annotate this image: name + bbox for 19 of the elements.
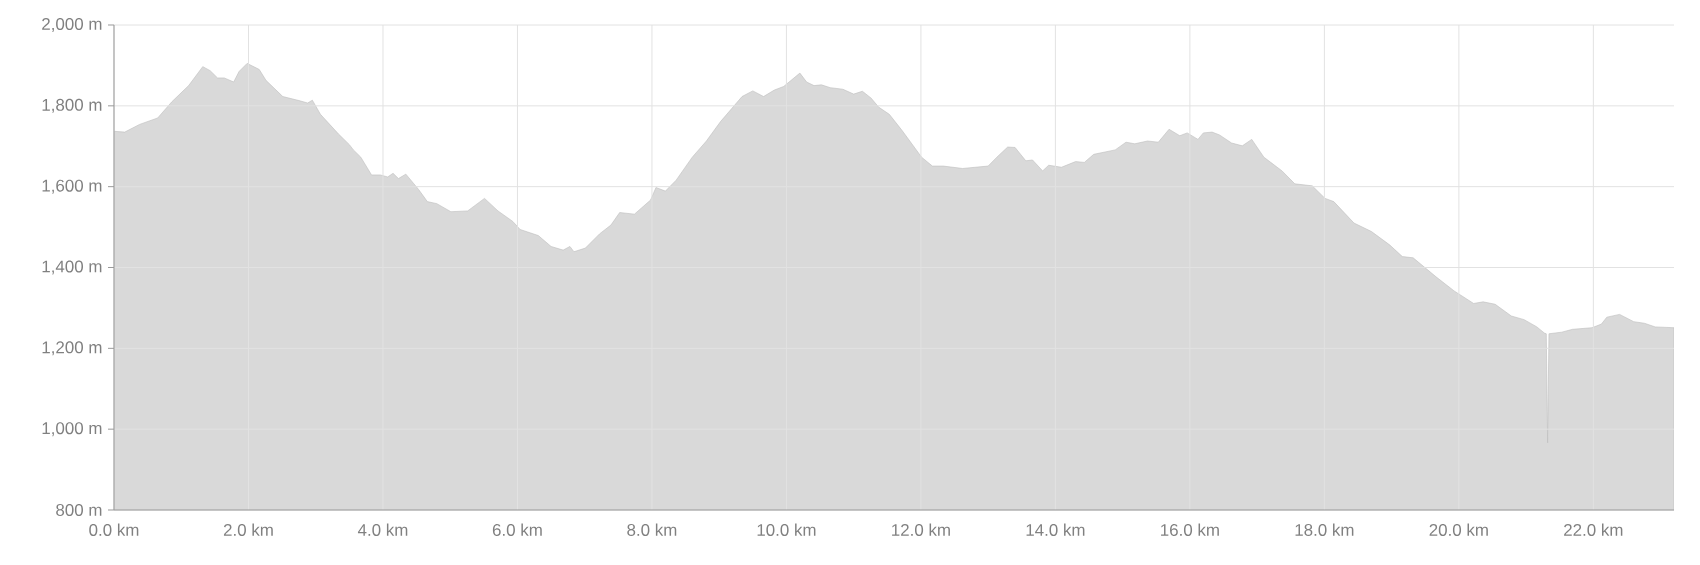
x-tick-label: 10.0 km [757,523,816,536]
y-tick-label: 1,800 m [42,98,102,113]
x-tick-label: 4.0 km [357,523,408,536]
x-tick-label: 12.0 km [892,523,950,536]
x-tick-label: 0.0 km [89,523,139,536]
x-tick-label: 6.0 km [492,523,542,536]
y-tick-label: 1,400 m [42,260,102,275]
x-tick-label: 2.0 km [223,523,273,536]
x-tick-label: 14.0 km [1026,523,1085,536]
y-tick-label: 1,600 m [42,179,102,194]
x-tick-label: 16.0 km [1161,523,1219,536]
x-tick-label: 20.0 km [1429,523,1488,536]
y-tick-label: 1,200 m [42,341,102,356]
y-tick-label: 2,000 m [42,18,102,32]
x-tick-label: 8.0 km [627,523,677,536]
y-tick-label: 1,000 m [42,422,102,437]
x-tick-label: 18.0 km [1295,523,1354,536]
y-tick-label: 800 m [56,504,102,516]
x-tick-label: 22.0 km [1564,523,1623,536]
